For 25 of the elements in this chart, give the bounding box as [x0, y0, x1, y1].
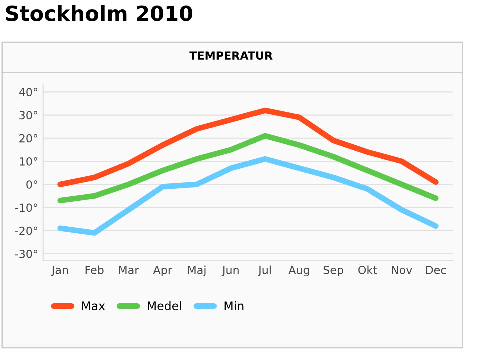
y-tick-label: 30°	[20, 111, 38, 120]
y-tick-label: 10°	[20, 157, 38, 166]
x-tick-label: Jan	[51, 266, 68, 276]
legend-label: Medel	[148, 301, 182, 311]
x-tick-label: Aug	[288, 266, 310, 277]
chart-title: Stockholm 2010	[6, 5, 193, 22]
y-tick-label: -10°	[15, 204, 38, 212]
x-tick-label: Jul	[258, 266, 271, 276]
chart-subtitle: TEMPERATUR	[190, 52, 273, 60]
x-tick-label: Sep	[324, 266, 344, 277]
legend-label: Min	[224, 301, 244, 310]
x-tick-label: Okt	[358, 266, 378, 274]
y-tick-label: -20°	[15, 226, 38, 236]
y-tick-label: -30°	[15, 250, 38, 258]
x-tick-label: Dec	[426, 266, 446, 274]
x-tick-label: Mar	[119, 266, 140, 274]
y-tick-label: 20°	[20, 134, 38, 143]
x-tick-label: Jun	[222, 266, 239, 276]
x-tick-label: Feb	[86, 266, 104, 274]
x-tick-label: Apr	[153, 266, 172, 277]
x-tick-label: Maj	[188, 266, 206, 277]
legend-label: Max	[82, 302, 106, 311]
y-tick-label: 0°	[26, 180, 38, 190]
x-tick-label: Nov	[392, 266, 412, 274]
y-tick-label: 40°	[19, 88, 38, 97]
